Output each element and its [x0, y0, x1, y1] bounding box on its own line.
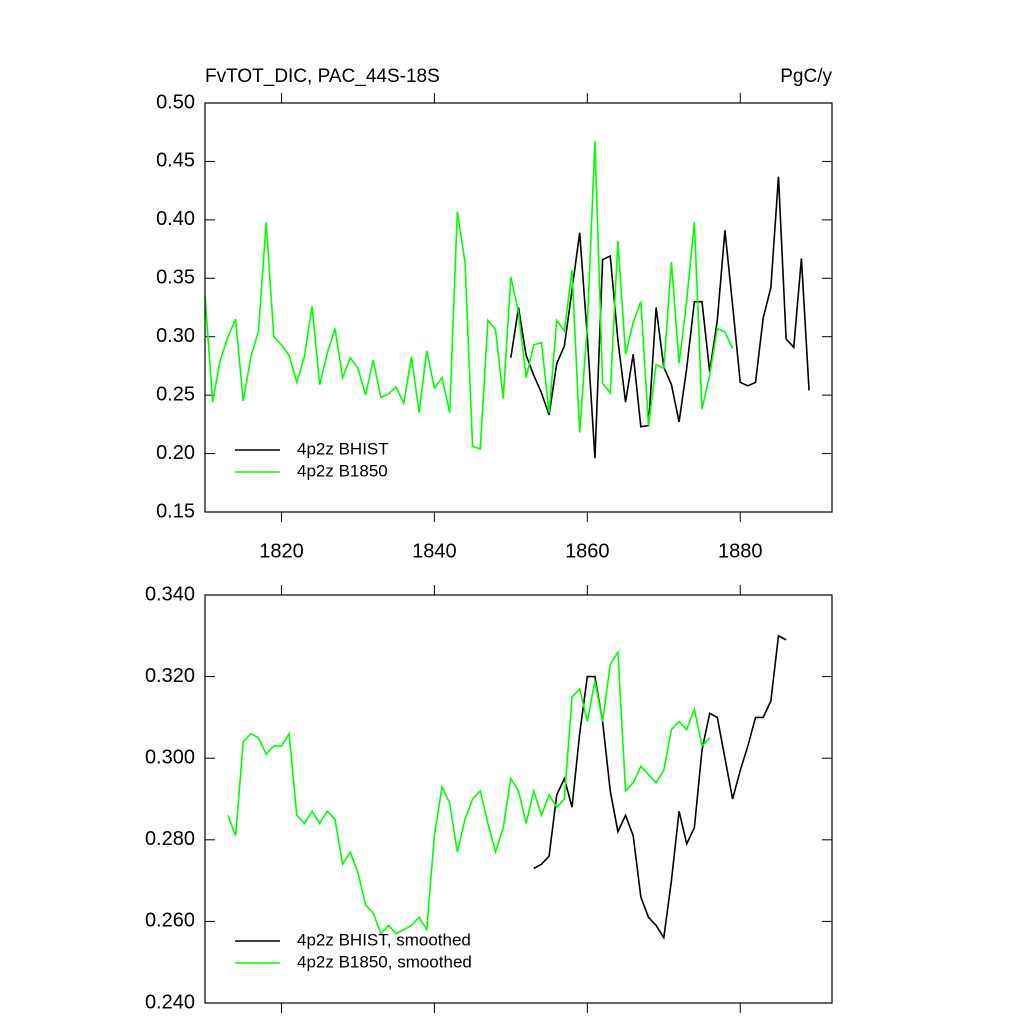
- plot-frame: [204, 594, 833, 1004]
- legend-label: 4p2z B1850: [297, 461, 388, 480]
- y-tick-label: 0.15: [156, 500, 195, 522]
- y-tick-label: 0.45: [156, 150, 195, 172]
- series-line: [204, 141, 734, 450]
- y-tick-label: 0.240: [145, 991, 195, 1013]
- series-line: [510, 176, 810, 459]
- y-tick-label: 0.20: [156, 442, 195, 464]
- plot-frame: [204, 102, 833, 513]
- y-tick-label: 0.40: [156, 208, 195, 230]
- series-line: [533, 634, 787, 941]
- legend-label: 4p2z BHIST, smoothed: [297, 930, 471, 949]
- y-tick-label: 0.280: [145, 828, 195, 850]
- series-line: [227, 649, 711, 936]
- legend-label: 4p2z B1850, smoothed: [297, 952, 472, 971]
- x-tick-label: 1880: [718, 540, 763, 562]
- y-tick-label: 0.340: [145, 583, 195, 605]
- y-tick-label: 0.300: [145, 746, 195, 768]
- legend-label: 4p2z BHIST: [297, 439, 389, 458]
- y-tick-label: 0.320: [145, 665, 195, 687]
- x-tick-label: 1820: [259, 540, 304, 562]
- x-tick-label: 1860: [565, 540, 610, 562]
- chart-title: FvTOT_DIC, PAC_44S-18S: [205, 66, 440, 87]
- y-tick-label: 0.25: [156, 383, 195, 405]
- x-tick-label: 1840: [412, 540, 457, 562]
- y-tick-label: 0.260: [145, 910, 195, 932]
- units-label: PgC/y: [780, 66, 832, 87]
- y-tick-label: 0.50: [156, 91, 195, 113]
- y-tick-label: 0.35: [156, 267, 195, 289]
- y-tick-label: 0.30: [156, 325, 195, 347]
